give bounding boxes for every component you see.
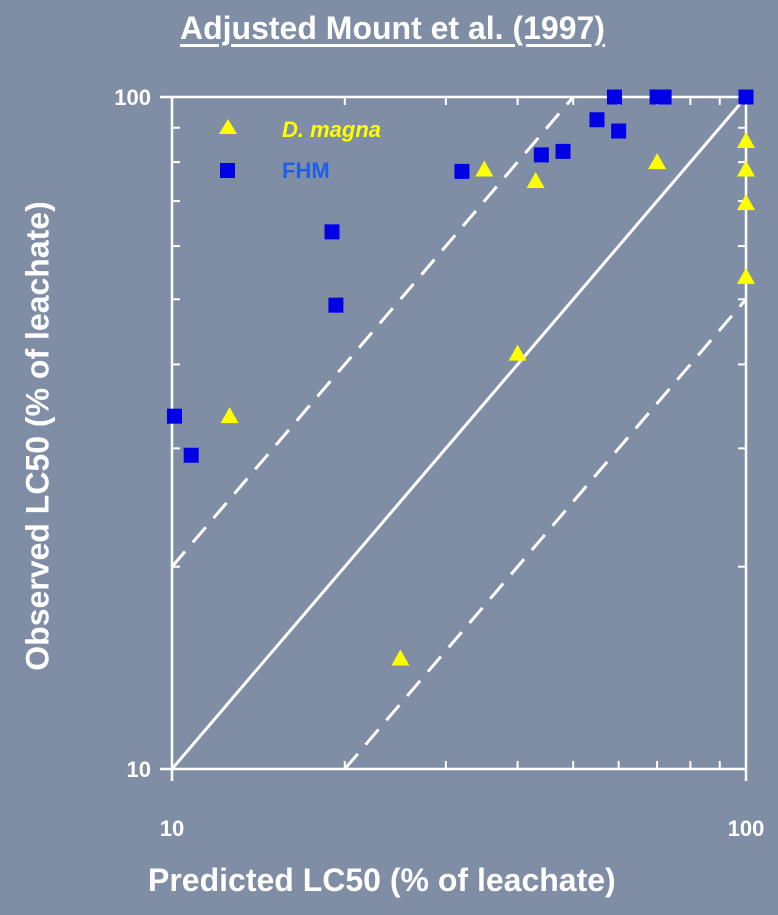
d-magna-point: [737, 160, 755, 177]
fhm-point: [454, 163, 470, 179]
fhm-point: [606, 89, 622, 105]
x-tick-label-10: 10: [160, 816, 184, 841]
fhm-point: [656, 89, 672, 105]
d-magna-point: [391, 649, 410, 666]
fhm-point: [166, 408, 182, 424]
d-magna-point: [737, 132, 755, 149]
x-axis-label: Predicted LC50 (% of leachate): [148, 862, 616, 898]
fhm-point: [533, 147, 549, 163]
legend-label-d-magna: D. magna: [282, 117, 381, 142]
fhm-point: [589, 112, 605, 128]
chart-title: Adjusted Mount et al. (1997): [180, 10, 605, 46]
y-tick-label-10: 10: [127, 757, 151, 782]
fhm-point: [611, 123, 627, 139]
factor-two-line: [172, 97, 575, 568]
tick-labels: 10 100 100 10: [114, 85, 764, 841]
legend: D. magna FHM: [219, 117, 381, 183]
d-magna-point: [737, 267, 755, 284]
y-tick-label-100: 100: [114, 85, 151, 110]
d-magna-point: [648, 153, 667, 170]
d-magna-point: [220, 407, 239, 424]
factor-two-line: [343, 298, 746, 769]
y-axis-label: Observed LC50 (% of leachate): [19, 201, 56, 671]
fhm-point: [738, 89, 754, 105]
d-magna-point: [475, 160, 494, 177]
data-points: [166, 89, 755, 666]
d-magna-point: [526, 171, 545, 188]
d-magna-point: [508, 344, 527, 361]
d-magna-point: [737, 194, 755, 211]
legend-label-fhm: FHM: [282, 158, 330, 183]
fhm-point: [555, 143, 571, 159]
reference-lines: [172, 97, 746, 769]
one-to-one-line: [172, 97, 746, 769]
legend-square-marker: [220, 163, 235, 178]
legend-triangle-marker: [219, 119, 237, 134]
x-tick-label-100: 100: [728, 816, 765, 841]
fhm-point: [324, 224, 340, 240]
fhm-point: [183, 447, 199, 463]
fhm-point: [328, 297, 344, 313]
